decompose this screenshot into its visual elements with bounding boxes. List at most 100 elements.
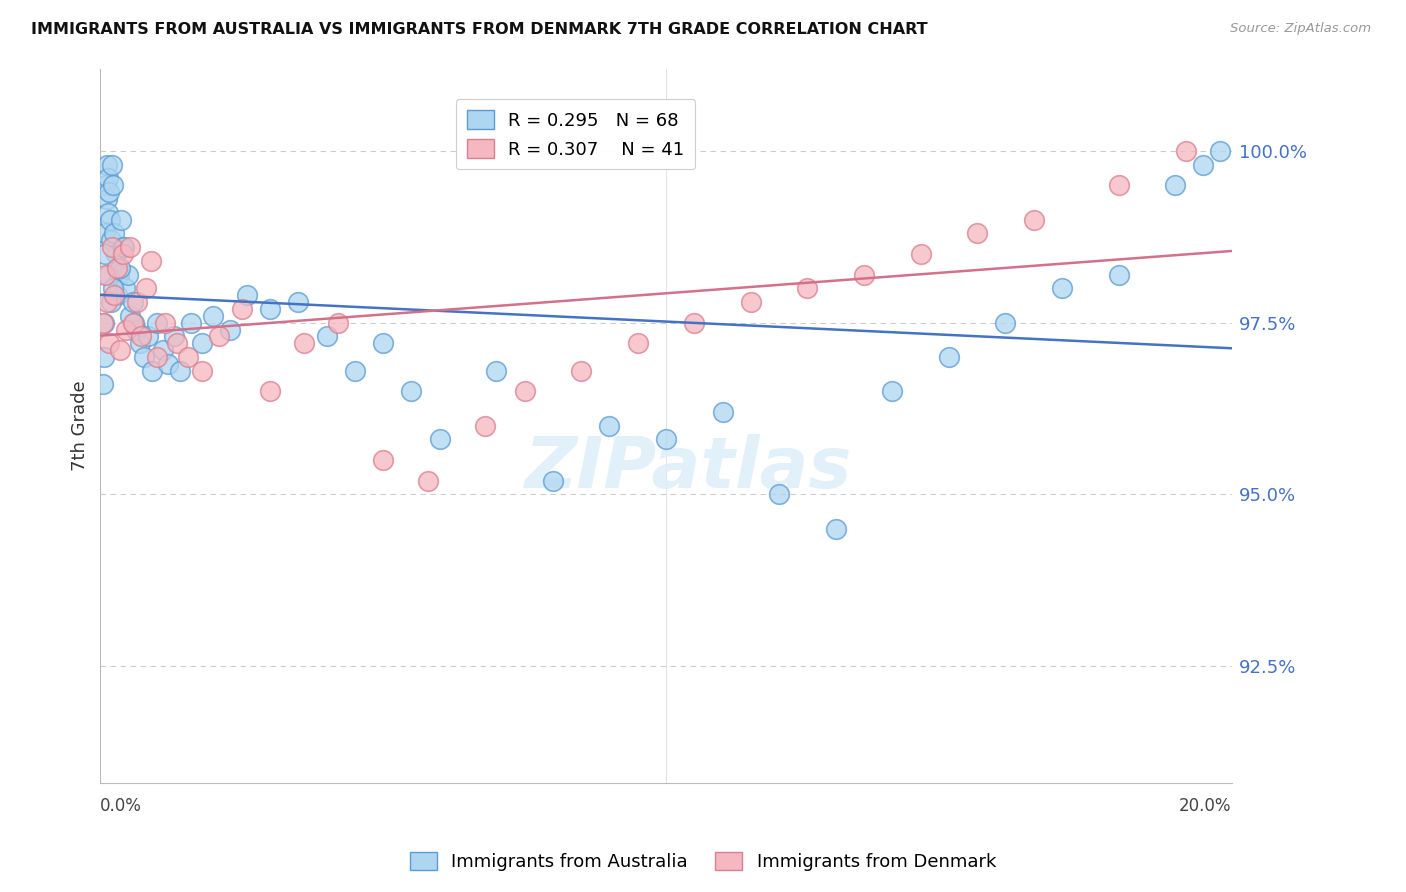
Point [711, 405, 734, 419]
Point [740, 295, 762, 310]
Point [1175, 144, 1198, 158]
Point [94, 178, 117, 193]
Point [129, 336, 152, 351]
Point [101, 281, 124, 295]
Point [418, 474, 440, 488]
Point [569, 364, 592, 378]
Point [1164, 178, 1187, 193]
Point [94, 268, 117, 282]
Point [259, 301, 281, 316]
Point [292, 336, 315, 351]
Point [373, 336, 395, 351]
Point [108, 268, 131, 282]
Point [125, 322, 148, 336]
Point [163, 329, 186, 343]
Point [938, 350, 960, 364]
Point [96, 295, 118, 310]
Point [429, 433, 451, 447]
Point [513, 384, 536, 399]
Point [768, 487, 790, 501]
Legend: Immigrants from Australia, Immigrants from Denmark: Immigrants from Australia, Immigrants fr… [402, 845, 1004, 879]
Point [141, 364, 163, 378]
Point [1192, 158, 1215, 172]
Point [219, 322, 242, 336]
Point [598, 418, 620, 433]
Point [824, 522, 846, 536]
Point [112, 240, 135, 254]
Point [1209, 144, 1232, 158]
Text: Source: ZipAtlas.com: Source: ZipAtlas.com [1230, 22, 1371, 36]
Point [118, 240, 141, 254]
Point [96, 158, 118, 172]
Point [124, 316, 146, 330]
Point [166, 336, 188, 351]
Point [373, 453, 395, 467]
Point [134, 350, 156, 364]
Point [966, 227, 988, 241]
Point [474, 418, 496, 433]
Point [401, 384, 423, 399]
Point [103, 227, 125, 241]
Point [97, 206, 120, 220]
Point [152, 343, 174, 358]
Point [97, 171, 120, 186]
Point [100, 233, 122, 247]
Point [91, 316, 114, 330]
Point [683, 316, 706, 330]
Point [910, 247, 932, 261]
Y-axis label: 7th Grade: 7th Grade [72, 380, 89, 471]
Point [231, 301, 253, 316]
Point [796, 281, 818, 295]
Point [110, 212, 132, 227]
Point [169, 364, 191, 378]
Point [191, 364, 214, 378]
Point [93, 316, 115, 330]
Point [208, 329, 231, 343]
Point [882, 384, 904, 399]
Point [326, 316, 349, 330]
Point [202, 309, 225, 323]
Point [111, 247, 134, 261]
Point [98, 212, 121, 227]
Point [315, 329, 337, 343]
Point [122, 295, 145, 310]
Point [97, 268, 120, 282]
Point [94, 227, 117, 241]
Point [157, 357, 180, 371]
Point [541, 474, 564, 488]
Point [287, 295, 309, 310]
Point [1108, 178, 1130, 193]
Point [138, 329, 160, 343]
Point [93, 350, 115, 364]
Point [129, 329, 152, 343]
Point [141, 253, 163, 268]
Point [259, 384, 281, 399]
Point [103, 288, 125, 302]
Point [146, 316, 169, 330]
Point [853, 268, 876, 282]
Point [343, 364, 366, 378]
Point [146, 350, 169, 364]
Point [191, 336, 214, 351]
Text: ZIPatlas: ZIPatlas [524, 434, 852, 503]
Text: 20.0%: 20.0% [1180, 797, 1232, 815]
Point [180, 316, 202, 330]
Legend: R = 0.295   N = 68, R = 0.307    N = 41: R = 0.295 N = 68, R = 0.307 N = 41 [456, 99, 695, 169]
Point [117, 268, 139, 282]
Point [101, 158, 124, 172]
Point [98, 336, 121, 351]
Point [114, 281, 136, 295]
Point [100, 240, 122, 254]
Point [100, 295, 122, 310]
Point [115, 322, 138, 336]
Point [94, 247, 117, 261]
Point [108, 260, 131, 275]
Text: IMMIGRANTS FROM AUSTRALIA VS IMMIGRANTS FROM DENMARK 7TH GRADE CORRELATION CHART: IMMIGRANTS FROM AUSTRALIA VS IMMIGRANTS … [31, 22, 928, 37]
Point [1022, 212, 1045, 227]
Point [177, 350, 200, 364]
Point [485, 364, 508, 378]
Point [627, 336, 650, 351]
Point [108, 343, 131, 358]
Point [105, 260, 128, 275]
Point [120, 309, 142, 323]
